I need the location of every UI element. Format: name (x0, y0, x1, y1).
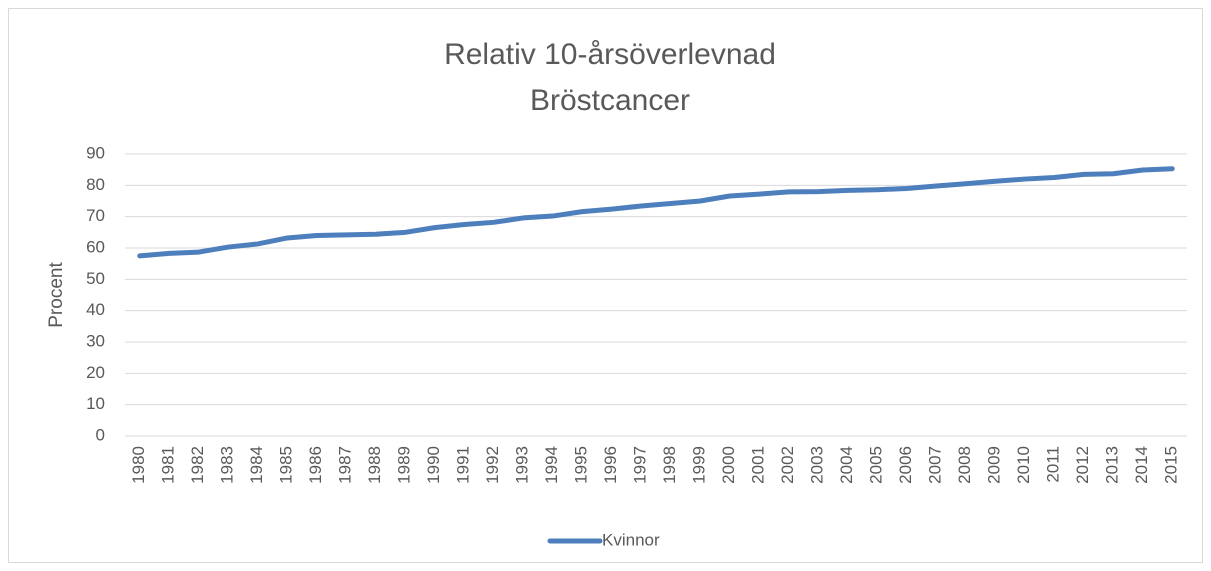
x-tick-label: 2003 (808, 446, 827, 484)
legend-label: Kvinnor (602, 530, 660, 549)
x-tick-label: 2015 (1162, 446, 1181, 484)
x-tick-label: 2007 (926, 446, 945, 484)
y-tick-label: 10 (86, 394, 105, 413)
x-tick-label: 2014 (1132, 446, 1151, 484)
y-tick-label: 0 (96, 425, 105, 444)
y-tick-label: 30 (86, 331, 105, 350)
line-series (137, 166, 1175, 259)
x-tick-label: 1987 (336, 446, 355, 484)
x-tick-label: 1980 (129, 446, 148, 484)
y-axis-label: Procent (46, 262, 67, 328)
x-tick-label: 2006 (896, 446, 915, 484)
y-tick-label: 40 (86, 300, 105, 319)
x-tick-label: 2008 (955, 446, 974, 484)
x-tick-label: 1996 (601, 446, 620, 484)
x-tick-label: 1997 (631, 446, 650, 484)
x-tick-label: 1985 (277, 446, 296, 484)
chart-title: Relativ 10-årsöverlevnad (444, 38, 776, 71)
x-tick-label: 1991 (454, 446, 473, 484)
y-tick-label: 70 (86, 206, 105, 225)
y-tick-label: 20 (86, 363, 105, 382)
y-tick-label: 80 (86, 175, 105, 194)
x-tick-label: 1981 (159, 446, 178, 484)
x-tick-label: 2012 (1073, 446, 1092, 484)
x-tick-label: 2010 (1014, 446, 1033, 484)
x-tick-label: 2013 (1103, 446, 1122, 484)
x-tick-label: 1992 (483, 446, 502, 484)
x-tick-label: 2011 (1044, 446, 1063, 483)
x-tick-label: 2001 (749, 446, 768, 484)
x-tick-label: 2005 (867, 446, 886, 484)
y-tick-label: 90 (86, 143, 105, 162)
x-tick-label: 2009 (985, 446, 1004, 484)
x-tick-label: 1994 (542, 446, 561, 484)
x-tick-label: 1995 (572, 446, 591, 484)
x-tick-label: 1993 (513, 446, 532, 484)
x-tick-label: 1990 (424, 446, 443, 484)
x-tick-label: 1983 (218, 446, 237, 484)
y-tick-label: 50 (86, 269, 105, 288)
chart-frame (8, 8, 1203, 563)
chart-subtitle: Bröstcancer (530, 84, 690, 117)
x-tick-label: 1982 (188, 446, 207, 484)
x-tick-label: 2004 (837, 446, 856, 484)
x-tick-label: 1999 (690, 446, 709, 484)
x-tick-label: 2002 (778, 446, 797, 484)
x-tick-label: 1989 (395, 446, 414, 484)
x-tick-label: 1988 (365, 446, 384, 484)
x-tick-label: 1998 (660, 446, 679, 484)
x-tick-label: 2000 (719, 446, 738, 484)
y-tick-label: 60 (86, 237, 105, 256)
x-tick-label: 1984 (247, 446, 266, 484)
x-tick-label: 1986 (306, 446, 325, 484)
